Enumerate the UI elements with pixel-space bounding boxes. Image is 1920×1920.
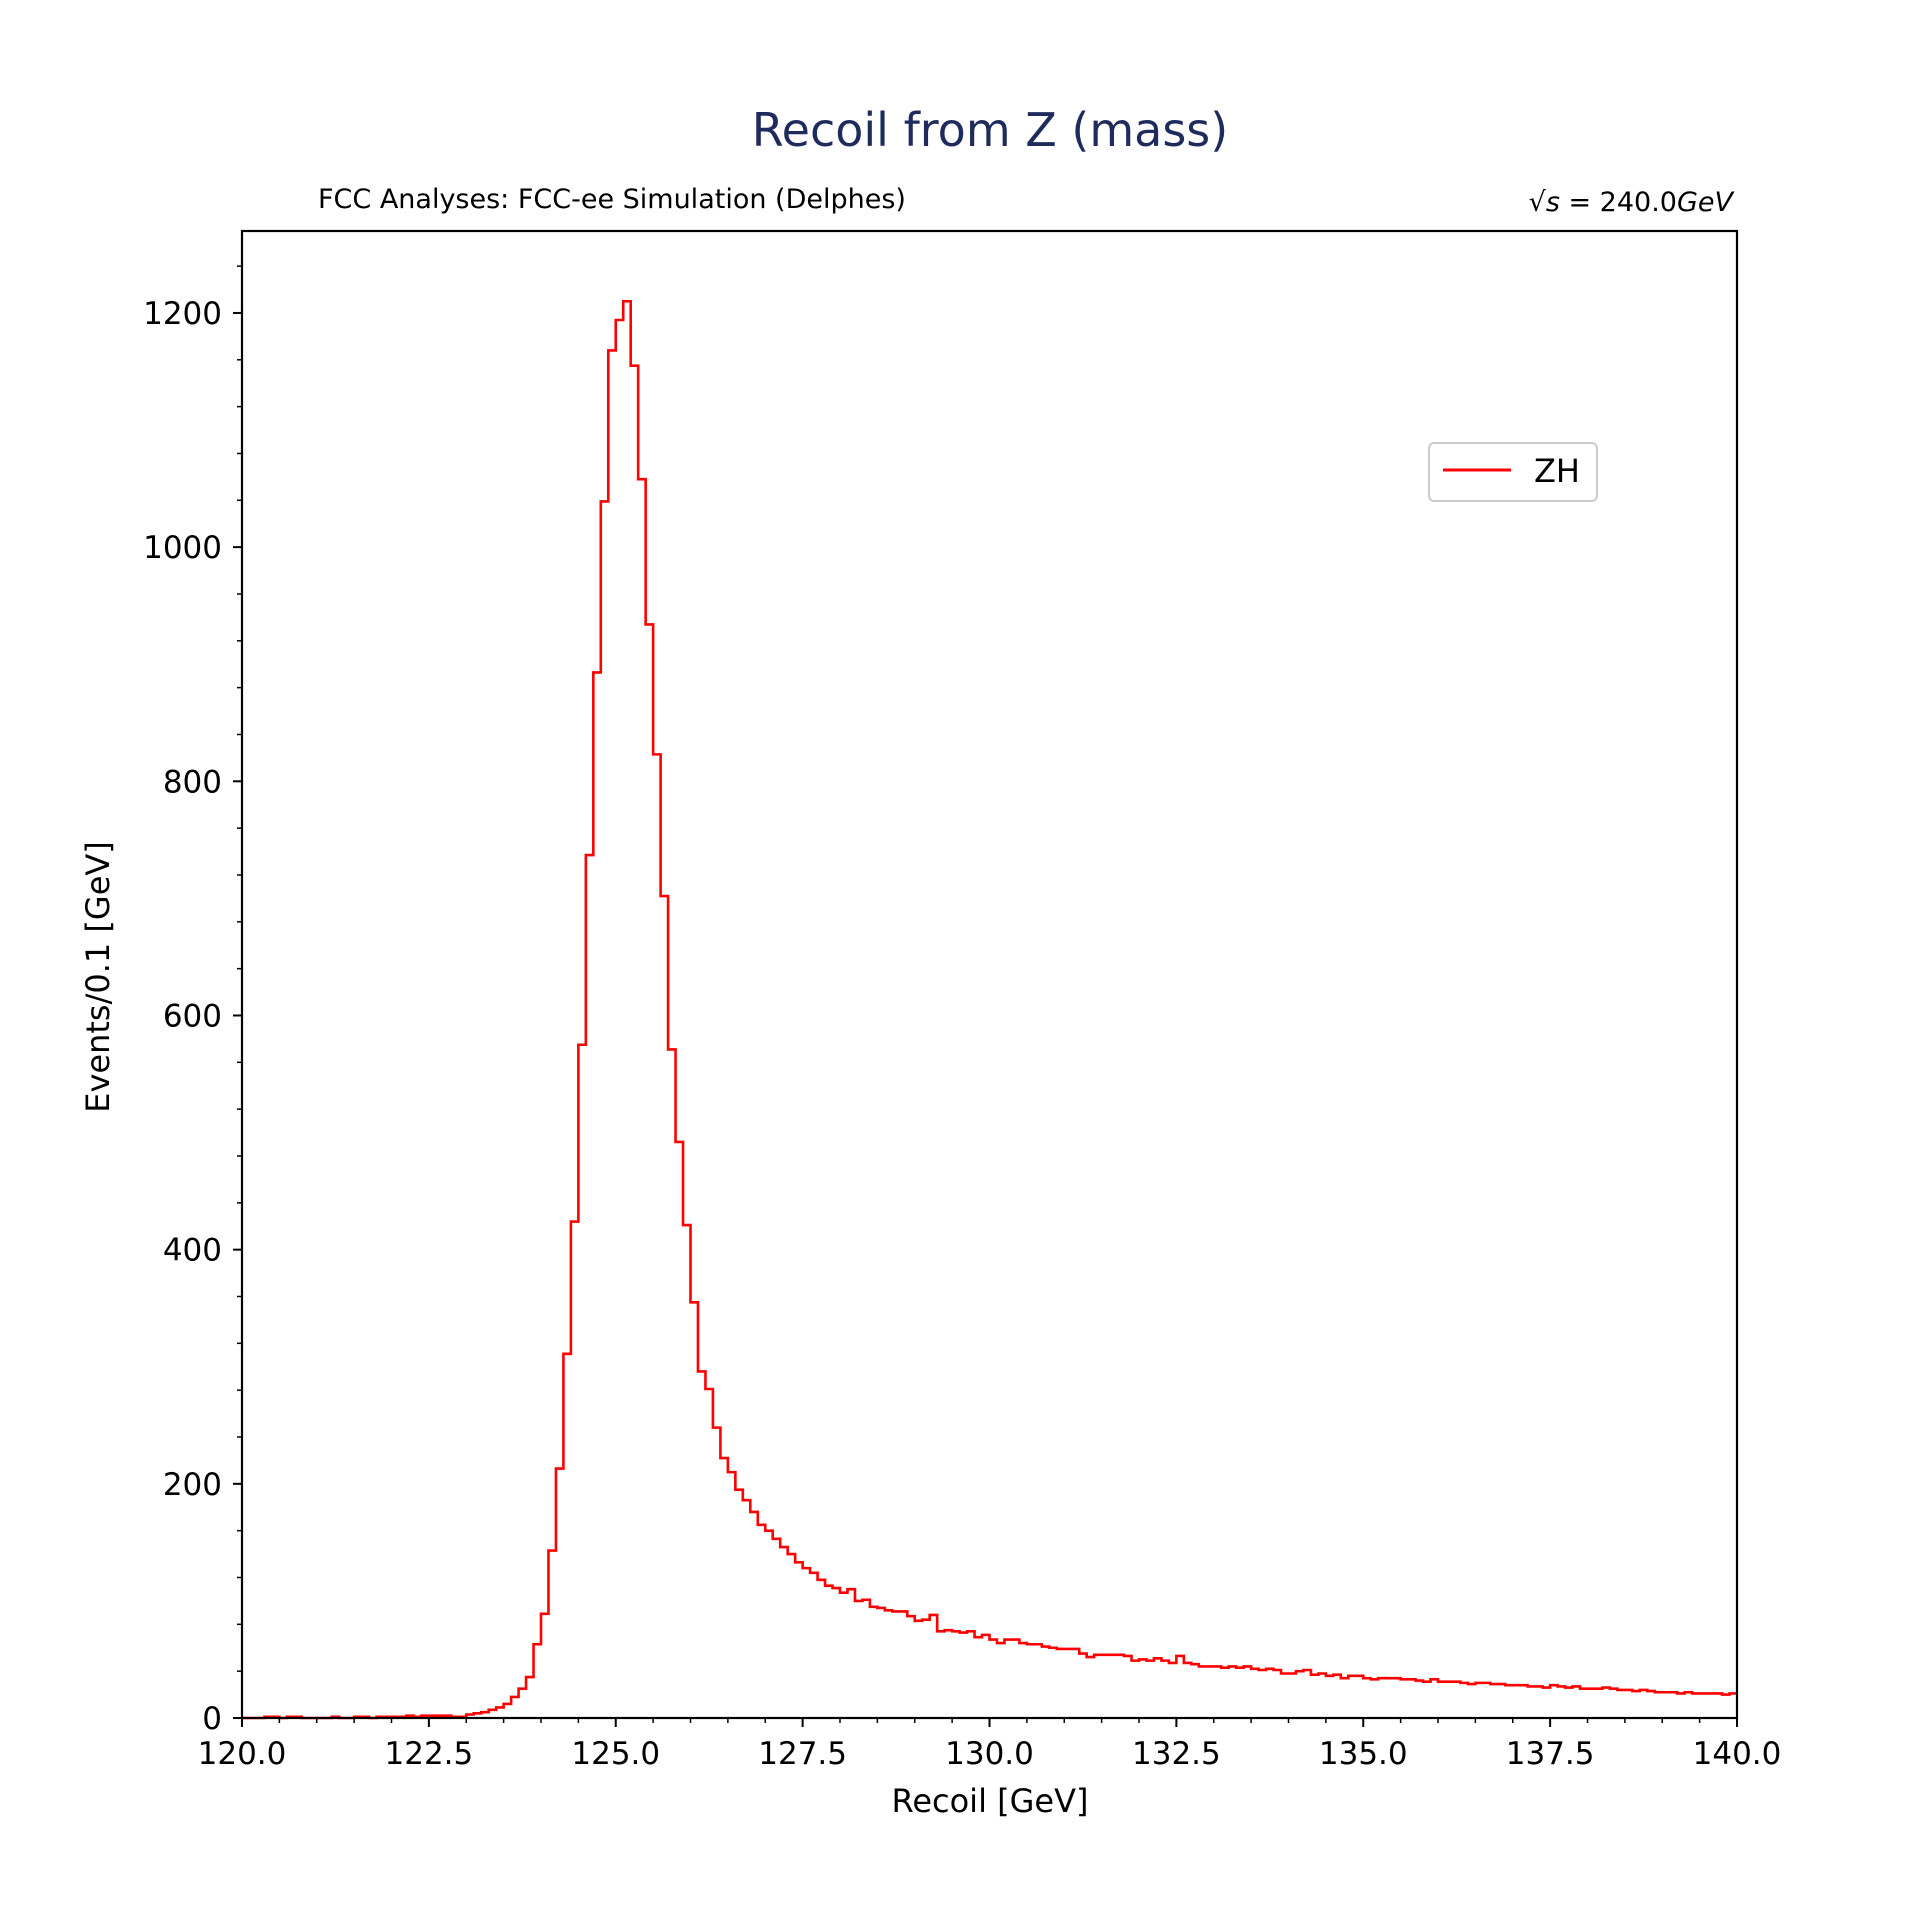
y-tick-label: 200 [163,1467,222,1503]
legend-box [1428,442,1598,502]
x-tick-label: 125.0 [571,1736,660,1772]
x-tick-label: 140.0 [1693,1736,1782,1772]
energy-unit: GeV [1677,187,1736,218]
y-tick-label: 1200 [143,296,222,332]
energy-value: = 240.0 [1560,187,1677,218]
energy-variable: s [1546,187,1560,218]
x-tick-label: 137.5 [1506,1736,1595,1772]
y-tick-label: 400 [163,1233,222,1269]
chart-title: Recoil from Z (mass) [752,103,1228,157]
x-tick-label: 122.5 [385,1736,474,1772]
x-axis: 120.0 122.5 125.0 127.5 130.0 132.5 135.0 137.5… [198,1718,1782,1772]
energy-label: √s = 240.0GeV [1529,187,1736,218]
y-tick-label: 1000 [143,530,222,566]
x-axis-label: Recoil [GeV] [892,1782,1089,1820]
y-tick-label: 0 [202,1701,222,1737]
chart-subtitle: FCC Analyses: FCC-ee Simulation (Delphes… [318,184,906,215]
plot-area [242,299,1737,1720]
x-tick-label: 120.0 [198,1736,287,1772]
series-line-zh [242,299,1737,1720]
y-tick-label: 600 [163,998,222,1034]
x-tick-label: 132.5 [1132,1736,1221,1772]
legend: ZH [1428,442,1598,502]
x-tick-label: 135.0 [1319,1736,1408,1772]
x-tick-label: 130.0 [945,1736,1034,1772]
y-axis-label: Events/0.1 [GeV] [79,841,117,1113]
plot-frame [240,229,1739,1720]
y-axis: 0 200 400 600 800 1000 1200 [143,265,242,1737]
x-tick-label: 127.5 [758,1736,847,1772]
legend-label-zh: ZH [1534,452,1580,490]
y-tick-label: 800 [163,764,222,800]
sqrt-symbol: √ [1529,187,1547,218]
